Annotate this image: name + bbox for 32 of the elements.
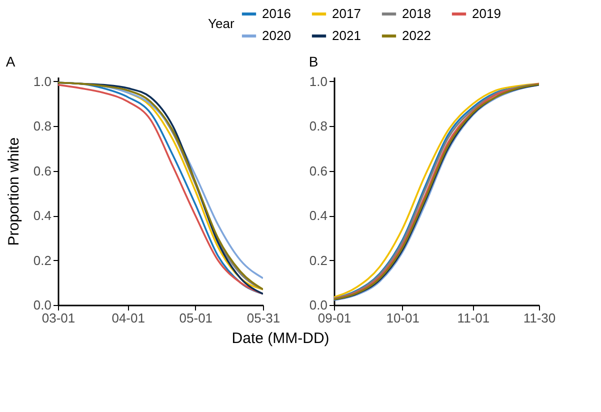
legend-label: 2021 <box>332 28 361 43</box>
x-tick-label: 10-01 <box>386 310 420 326</box>
y-tick-label: 0.0 <box>33 298 52 312</box>
y-tick-label: 0.4 <box>33 208 52 224</box>
y-tick-label: 0.8 <box>33 118 52 134</box>
legend-label: 2019 <box>472 6 501 21</box>
legend-label: 2016 <box>262 6 291 21</box>
legend-label: 2022 <box>402 28 431 43</box>
legend-title: Year <box>208 16 235 31</box>
legend-label: 2017 <box>332 6 361 21</box>
x-tick-label: 03-01 <box>42 310 76 326</box>
y-tick-label: 0.2 <box>33 252 52 268</box>
y-tick-label: 0.6 <box>309 163 328 178</box>
y-tick-label: 1.0 <box>309 74 328 89</box>
x-tick-label: 11-30 <box>523 310 556 326</box>
chart-title: A <box>6 53 16 70</box>
y-tick-label: 0.4 <box>309 208 328 224</box>
x-axis-title: Date (MM-DD) <box>232 330 330 347</box>
y-tick-label: 1.0 <box>33 74 52 89</box>
y-tick-label: 0.0 <box>309 298 328 312</box>
legend-label: 2020 <box>262 28 291 43</box>
x-tick-label: 04-01 <box>112 310 145 326</box>
x-tick-label: 05-31 <box>246 310 280 326</box>
x-tick-label: 09-01 <box>318 310 352 326</box>
chart-title: B <box>308 53 318 70</box>
y-tick-label: 0.6 <box>33 163 52 178</box>
y-tick-label: 0.2 <box>309 252 328 268</box>
y-tick-label: 0.8 <box>309 118 328 134</box>
x-tick-label: 05-01 <box>179 310 213 326</box>
y-axis-title: Proportion white <box>5 137 22 246</box>
legend-label: 2018 <box>402 6 431 21</box>
x-tick-label: 11-01 <box>457 310 490 326</box>
